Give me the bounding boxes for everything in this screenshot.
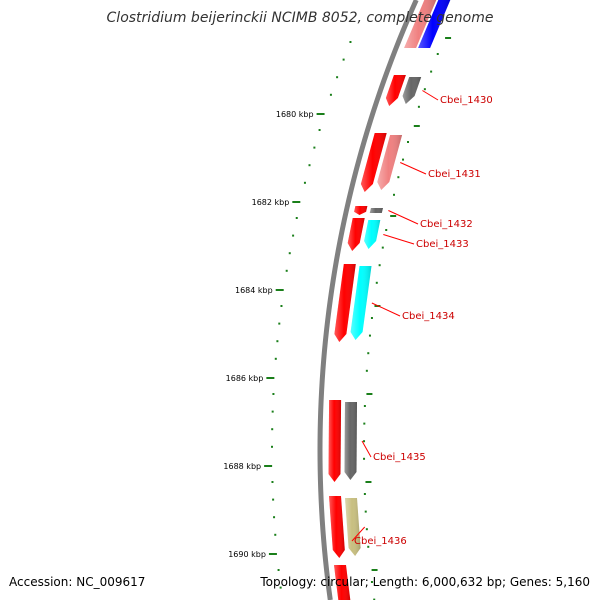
gene-leader [383,234,415,245]
gene-arrow[interactable] [402,77,422,104]
gene-label[interactable]: Cbei_1431 [428,169,481,180]
summary-text: Topology: circular; Length: 6,000,632 bp… [259,575,590,589]
gene-label[interactable]: Cbei_1433 [416,239,469,250]
gene-arrow[interactable] [350,266,372,340]
kbp-label: 1682 kbp [252,198,290,207]
kbp-label: 1680 kbp [276,110,314,119]
kbp-label: 1686 kbp [226,374,264,383]
gene-arrow[interactable] [385,75,406,106]
gene-arrow[interactable] [364,220,381,249]
genome-backbone [317,0,419,600]
gene-arrow[interactable] [334,264,356,342]
gene-arrow[interactable] [404,0,437,48]
gene-arrow[interactable] [418,0,451,48]
label-layer: Cbei_1430 Cbei_1431 Cbei_1432 Cbei_1433 Cbei… [351,90,493,547]
gene-arrow[interactable] [344,402,358,480]
gene-leader [388,210,419,225]
gene-leader [371,302,401,317]
gene-arrow[interactable] [345,498,361,556]
gene-label[interactable]: Cbei_1430 [440,95,493,106]
kbp-label: 1688 kbp [223,462,261,471]
gene-leader [351,526,366,542]
map-title: Clostridium beijerinckii NCIMB 8052, com… [107,10,494,26]
kbp-label: 1690 kbp [228,550,266,559]
gene-leader [361,440,372,458]
gene-label[interactable]: Cbei_1434 [402,311,455,322]
gene-arrow[interactable] [354,206,368,215]
gene-label[interactable]: Cbei_1436 [354,536,407,547]
gene-leader [400,162,427,175]
accession-text: Accession: NC_009617 [9,575,145,589]
gene-leader [422,90,439,101]
gene-arrow[interactable] [328,400,342,482]
gene-label[interactable]: Cbei_1432 [420,219,473,230]
gene-label[interactable]: Cbei_1435 [373,452,426,463]
gene-arrow[interactable] [329,496,345,558]
gene-arrow[interactable] [347,218,365,251]
gene-arrow[interactable] [334,565,351,600]
gene-arrow[interactable] [360,133,387,192]
feature-layer [328,0,451,600]
gene-arrow[interactable] [369,208,383,213]
tick-layer: 1680 kbp 1682 kbp 1684 kbp 1686 kbp 1688 kbp… [223,37,452,600]
gene-arrow[interactable] [377,135,403,190]
kbp-label: 1684 kbp [235,286,273,295]
